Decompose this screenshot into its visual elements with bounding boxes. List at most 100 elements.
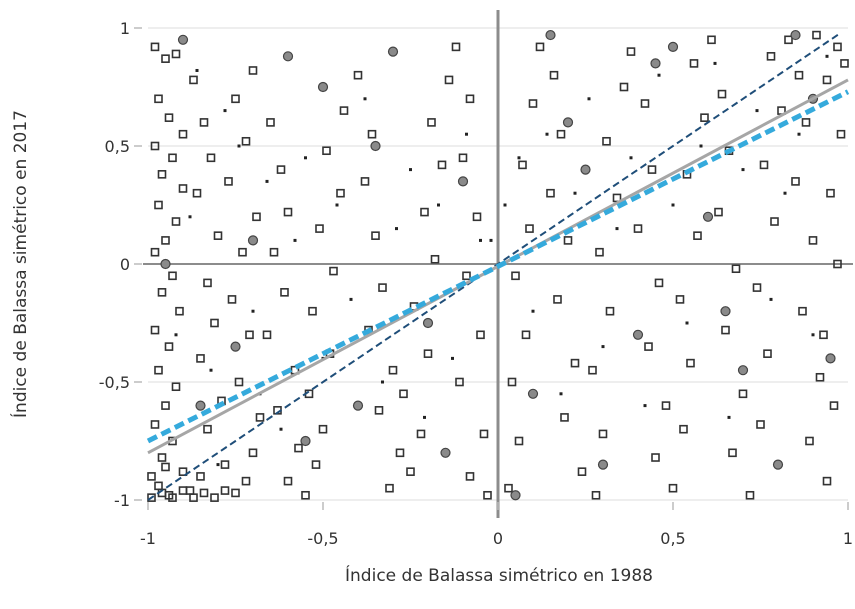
data-point-square bbox=[367, 129, 377, 139]
data-point-square bbox=[679, 424, 688, 434]
data-point-square bbox=[420, 207, 429, 217]
data-point-square bbox=[238, 247, 247, 257]
data-point-square bbox=[560, 413, 569, 422]
data-point-square bbox=[203, 424, 212, 434]
data-point-dot bbox=[237, 144, 241, 148]
data-point-square bbox=[602, 136, 611, 146]
data-point-square bbox=[210, 318, 219, 328]
data-point-square bbox=[322, 146, 331, 156]
data-point-dot bbox=[629, 156, 633, 160]
data-point-square bbox=[805, 436, 814, 446]
data-point-dot bbox=[174, 333, 178, 337]
data-point-square bbox=[416, 429, 426, 439]
data-point-square bbox=[199, 488, 209, 498]
data-point-square bbox=[150, 42, 160, 52]
data-point-square bbox=[535, 42, 545, 52]
data-point-square bbox=[388, 365, 398, 375]
data-point-square bbox=[371, 231, 380, 240]
reference-lines bbox=[146, 31, 850, 501]
data-point-square bbox=[283, 476, 293, 486]
reference-line-fit-blue bbox=[146, 89, 850, 444]
data-point-circle bbox=[737, 365, 749, 376]
data-point-square bbox=[766, 52, 776, 61]
data-point-square bbox=[395, 448, 405, 458]
data-point-square bbox=[154, 200, 163, 210]
data-point-circle bbox=[597, 459, 609, 470]
data-point-square bbox=[178, 467, 188, 476]
data-point-circle bbox=[632, 329, 644, 340]
data-point-square bbox=[283, 207, 293, 217]
data-point-dot bbox=[671, 203, 675, 207]
data-point-square bbox=[161, 462, 170, 472]
data-point-circle bbox=[247, 235, 259, 246]
data-point-square bbox=[224, 177, 233, 186]
data-point-square bbox=[385, 483, 394, 493]
data-point-square bbox=[276, 165, 286, 174]
data-point-dot bbox=[545, 132, 549, 136]
data-point-square bbox=[651, 453, 660, 462]
data-point-square bbox=[833, 259, 842, 269]
data-point-dot bbox=[489, 238, 493, 242]
data-point-dot bbox=[223, 109, 227, 113]
data-point-square bbox=[185, 486, 195, 495]
data-point-dot bbox=[265, 179, 269, 183]
data-point-dot bbox=[769, 297, 773, 301]
y-axis-label: Índice de Balassa simétrico en 2017 bbox=[9, 110, 31, 418]
x-tick-label: 0,5 bbox=[660, 529, 685, 548]
data-point-square bbox=[168, 271, 177, 281]
x-tick-label: -0,5 bbox=[307, 529, 338, 548]
data-point-circle bbox=[562, 117, 574, 128]
data-point-square bbox=[756, 420, 765, 429]
data-point-square bbox=[147, 472, 156, 481]
data-point-square bbox=[248, 66, 258, 75]
data-point-square bbox=[588, 365, 597, 375]
data-point-square bbox=[308, 306, 317, 316]
data-point-circle bbox=[772, 459, 784, 470]
data-point-square bbox=[196, 354, 205, 363]
data-point-square bbox=[164, 342, 174, 351]
data-point-circle bbox=[527, 388, 539, 399]
data-point-square bbox=[311, 460, 321, 469]
data-point-square bbox=[318, 424, 328, 434]
data-point-square bbox=[504, 483, 513, 493]
data-point-square bbox=[686, 358, 695, 368]
data-point-square bbox=[175, 306, 184, 316]
data-point-square bbox=[157, 453, 167, 462]
data-point-square bbox=[549, 70, 559, 80]
data-point-square bbox=[227, 295, 237, 304]
data-point-square bbox=[161, 54, 170, 63]
data-point-dot bbox=[188, 215, 192, 219]
data-point-square bbox=[458, 153, 468, 163]
data-point-circle bbox=[300, 435, 311, 447]
data-point-square bbox=[451, 42, 461, 52]
data-point-dot bbox=[409, 168, 412, 172]
data-point-square bbox=[721, 325, 730, 335]
data-point-dot bbox=[451, 356, 454, 360]
data-point-square bbox=[763, 349, 772, 358]
data-point-square bbox=[427, 118, 436, 127]
data-point-dot bbox=[601, 345, 605, 349]
data-point-square bbox=[525, 224, 534, 233]
data-point-dot bbox=[363, 97, 367, 101]
data-point-square bbox=[423, 349, 433, 358]
data-point-circle bbox=[702, 211, 714, 222]
data-point-dot bbox=[479, 238, 482, 242]
data-point-dot bbox=[195, 68, 199, 72]
data-point-square bbox=[210, 493, 219, 502]
data-point-square bbox=[336, 188, 345, 198]
data-point-square bbox=[693, 231, 702, 240]
data-point-square bbox=[178, 129, 188, 139]
data-point-dot bbox=[783, 191, 787, 195]
data-point-square bbox=[521, 330, 531, 340]
data-point-square bbox=[150, 420, 160, 429]
data-point-dot bbox=[587, 97, 591, 101]
data-point-square bbox=[619, 82, 629, 92]
data-point-square bbox=[269, 247, 279, 257]
data-point-square bbox=[255, 413, 265, 422]
data-point-square bbox=[640, 99, 650, 108]
data-point-square bbox=[360, 177, 370, 186]
data-point-square bbox=[248, 448, 258, 458]
data-point-square bbox=[514, 436, 524, 446]
data-point-square bbox=[196, 472, 205, 481]
